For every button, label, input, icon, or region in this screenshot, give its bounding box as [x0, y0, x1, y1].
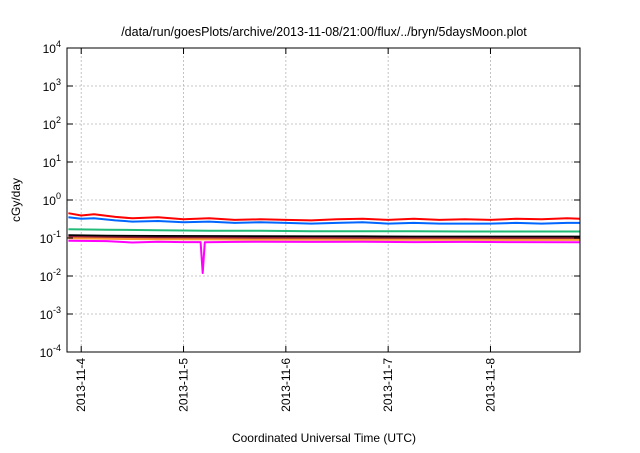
series-line-3	[68, 228, 580, 233]
y-tick-label: 104	[43, 39, 61, 56]
y-tick-label: 102	[43, 115, 61, 132]
y-axis-label: cGy/day	[9, 178, 23, 222]
series-line-6	[68, 237, 580, 241]
grid	[67, 48, 580, 352]
y-tick-label: 10-3	[40, 305, 61, 322]
series-group	[68, 212, 581, 274]
x-tick-label: 2013-11-4	[74, 358, 88, 412]
series-line-5	[68, 235, 580, 240]
y-tick-label: 10-1	[40, 229, 61, 246]
y-tick-label: 101	[43, 153, 61, 170]
series-line-4	[68, 234, 580, 238]
y-tick-label: 10-4	[40, 343, 61, 360]
series-line-2	[68, 216, 580, 225]
x-tick-label: 2013-11-7	[381, 358, 395, 412]
chart-title: /data/run/goesPlots/archive/2013-11-08/2…	[121, 25, 527, 39]
x-axis-label: Coordinated Universal Time (UTC)	[232, 431, 416, 445]
y-tick-label: 103	[43, 77, 61, 94]
y-tick-label: 100	[43, 191, 61, 208]
x-tick-label: 2013-11-5	[177, 358, 191, 412]
series-line-1	[68, 212, 581, 222]
x-tick-label: 2013-11-6	[279, 358, 293, 412]
plot-frame	[66, 47, 581, 353]
series-line-7	[68, 239, 581, 274]
x-tick-label: 2013-11-8	[483, 358, 497, 412]
axes: 10-4 10-3 10-2 10-1 100 101 102 103 104 2013-11-4…	[40, 39, 581, 412]
y-tick-label: 10-2	[40, 267, 61, 284]
